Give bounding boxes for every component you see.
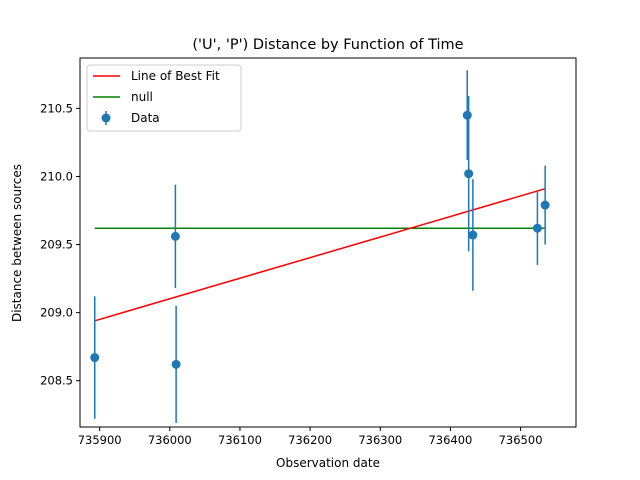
y-tick-label: 210.0 bbox=[40, 169, 73, 183]
y-axis: 208.5 209.0 209.5 210.0 210.5 bbox=[40, 101, 80, 388]
x-axis: 735900 736000 736100 736200 736300 736400 7365… bbox=[78, 427, 543, 447]
plot-area bbox=[90, 70, 550, 423]
x-tick-label: 736100 bbox=[218, 433, 262, 447]
data-point-6 bbox=[468, 230, 478, 240]
y-tick-label: 209.5 bbox=[40, 238, 73, 252]
legend-label-1: Line of Best Fit bbox=[131, 69, 220, 83]
data-point-5 bbox=[464, 169, 474, 179]
legend: Line of Best Fit null Data bbox=[86, 64, 242, 132]
y-axis-label: Distance between sources bbox=[10, 164, 24, 322]
x-axis-label: Observation date bbox=[276, 456, 380, 470]
legend-label-3: Data bbox=[131, 111, 160, 125]
x-tick-label: 736500 bbox=[499, 433, 543, 447]
chart-title: ('U', 'P') Distance by Function of Time bbox=[192, 37, 463, 53]
legend-label-2: null bbox=[131, 90, 153, 104]
x-tick-label: 736300 bbox=[358, 433, 402, 447]
data-point-1 bbox=[90, 353, 100, 363]
data-point-2 bbox=[170, 231, 180, 241]
x-tick-label: 736200 bbox=[288, 433, 332, 447]
data-point-4 bbox=[462, 110, 472, 120]
legend-marker-3 bbox=[101, 113, 111, 123]
x-tick-label: 735900 bbox=[78, 433, 122, 447]
x-tick-label: 736000 bbox=[148, 433, 192, 447]
x-tick-label: 736400 bbox=[428, 433, 472, 447]
best-fit-line bbox=[94, 187, 546, 322]
data-point-8 bbox=[540, 200, 550, 210]
legend-box bbox=[86, 64, 242, 132]
data-point-3 bbox=[171, 359, 181, 369]
y-tick-label: 209.0 bbox=[40, 306, 73, 320]
axes-frame bbox=[79, 57, 577, 428]
data-point-7 bbox=[532, 223, 542, 233]
y-tick-label: 210.5 bbox=[40, 101, 73, 115]
y-tick-label: 208.5 bbox=[40, 374, 73, 388]
